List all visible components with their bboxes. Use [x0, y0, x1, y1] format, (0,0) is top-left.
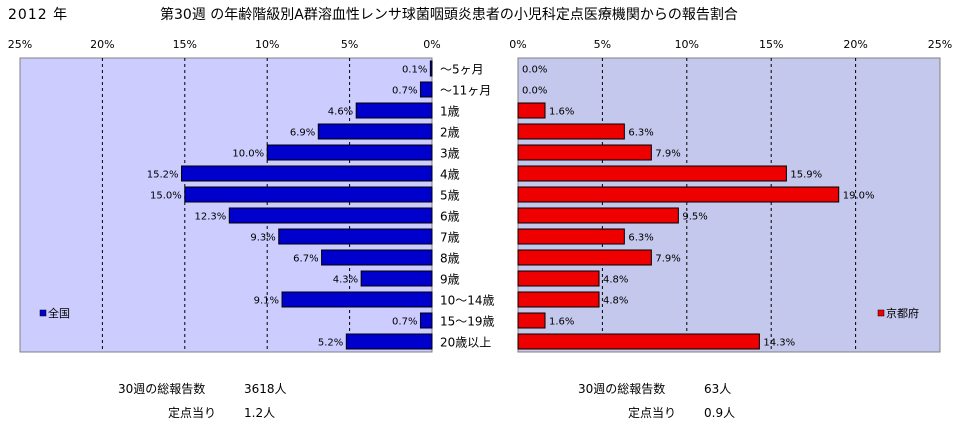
age-category-label: 1歳	[440, 105, 460, 119]
left-data-label: 15.0%	[150, 191, 182, 202]
age-category-label: 8歳	[440, 252, 460, 266]
right-bar	[517, 144, 652, 161]
left-bar	[360, 270, 433, 287]
left-bar	[278, 228, 433, 245]
right-data-label: 6.3%	[628, 128, 653, 139]
legend-swatch-national	[39, 309, 47, 317]
footer-left-per-value: 1.2人	[244, 406, 276, 420]
left-bar	[281, 291, 433, 308]
legend-swatch-kyoto	[877, 309, 885, 317]
right-bar	[517, 207, 679, 224]
chart-title: 第30週 の年齢階級別A群溶血性レンサ球菌咽頭炎患者の小児科定点医療機関からの報…	[160, 7, 738, 23]
right-bar	[517, 123, 625, 140]
right-tick-label: 10%	[675, 38, 699, 51]
left-bar	[419, 312, 433, 329]
right-bar	[517, 333, 760, 350]
right-tick-label: 0%	[509, 38, 526, 51]
legend-label-kyoto: 京都府	[886, 306, 919, 320]
age-category-label: 3歳	[440, 147, 460, 161]
right-bar	[517, 291, 600, 308]
right-data-label: 1.6%	[549, 317, 574, 328]
left-tick-label: 5%	[341, 38, 358, 51]
right-data-label: 1.6%	[549, 107, 574, 118]
left-tick-label: 25%	[8, 38, 32, 51]
age-category-label: 15〜19歳	[440, 315, 495, 329]
footer-right-per-label: 定点当り	[628, 406, 677, 420]
right-bar	[517, 165, 787, 182]
left-bar	[429, 60, 433, 77]
left-bar	[266, 144, 433, 161]
left-bar	[181, 165, 433, 182]
left-bar	[228, 207, 433, 224]
right-data-label: 7.9%	[655, 254, 680, 265]
legend-label-national: 全国	[48, 306, 70, 320]
left-data-label: 0.1%	[402, 65, 427, 76]
footer-right-total-value: 63人	[704, 382, 732, 396]
footer-right-per-value: 0.9人	[704, 406, 736, 420]
footer-right-total-label: 30週の総報告数	[578, 382, 666, 396]
left-data-label: 4.6%	[328, 107, 353, 118]
right-data-label: 4.8%	[603, 296, 628, 307]
right-tick-label: 5%	[594, 38, 611, 51]
left-bar	[321, 249, 433, 266]
right-bar	[517, 249, 652, 266]
right-tick-label: 25%	[928, 38, 952, 51]
left-data-label: 12.3%	[195, 212, 227, 223]
age-category-label: 10〜14歳	[440, 294, 495, 308]
left-data-label: 4.3%	[333, 275, 358, 286]
right-data-label: 7.9%	[655, 149, 680, 160]
age-category-label: 4歳	[440, 168, 460, 182]
left-bar	[184, 186, 433, 203]
right-tick-label: 20%	[843, 38, 867, 51]
left-plot-area	[19, 57, 433, 353]
right-bar	[517, 270, 600, 287]
year-label: 2012 年	[8, 7, 69, 23]
left-data-label: 6.7%	[293, 254, 318, 265]
footer-left-per-label: 定点当り	[168, 406, 217, 420]
left-data-label: 0.7%	[392, 317, 417, 328]
age-category-label: 〜5ヶ月	[440, 63, 484, 77]
age-category-label: 7歳	[440, 231, 460, 245]
right-bar	[517, 312, 546, 329]
right-bar	[517, 228, 625, 245]
left-data-label: 15.2%	[147, 170, 179, 181]
left-data-label: 6.9%	[290, 128, 315, 139]
left-data-label: 9.3%	[250, 233, 275, 244]
age-category-label: 20歳以上	[440, 336, 491, 350]
right-bar	[517, 102, 546, 119]
left-data-label: 0.7%	[392, 86, 417, 97]
left-bar	[419, 81, 433, 98]
right-data-label: 14.3%	[763, 338, 795, 349]
right-data-label: 4.8%	[603, 275, 628, 286]
right-data-label: 19.0%	[843, 191, 875, 202]
age-category-label: 2歳	[440, 126, 460, 140]
left-data-label: 5.2%	[318, 338, 343, 349]
right-data-label: 15.9%	[790, 170, 822, 181]
right-data-label: 0.0%	[522, 86, 547, 97]
right-data-label: 9.5%	[682, 212, 707, 223]
age-category-label: 9歳	[440, 273, 460, 287]
left-bar	[317, 123, 433, 140]
left-data-label: 9.1%	[254, 296, 279, 307]
right-plot-area	[517, 57, 941, 353]
left-bar	[355, 102, 433, 119]
right-tick-label: 15%	[759, 38, 783, 51]
footer-left-total-value: 3618人	[244, 382, 287, 396]
age-category-label: 6歳	[440, 210, 460, 224]
left-data-label: 10.0%	[232, 149, 264, 160]
right-data-label: 0.0%	[522, 65, 547, 76]
left-bar	[345, 333, 433, 350]
left-tick-label: 20%	[90, 38, 114, 51]
left-tick-label: 10%	[255, 38, 279, 51]
age-category-label: 5歳	[440, 189, 460, 203]
right-data-label: 6.3%	[628, 233, 653, 244]
left-tick-label: 15%	[173, 38, 197, 51]
right-bar	[517, 186, 840, 203]
footer-left-total-label: 30週の総報告数	[118, 382, 206, 396]
left-tick-label: 0%	[423, 38, 440, 51]
age-category-label: 〜11ヶ月	[440, 84, 491, 98]
